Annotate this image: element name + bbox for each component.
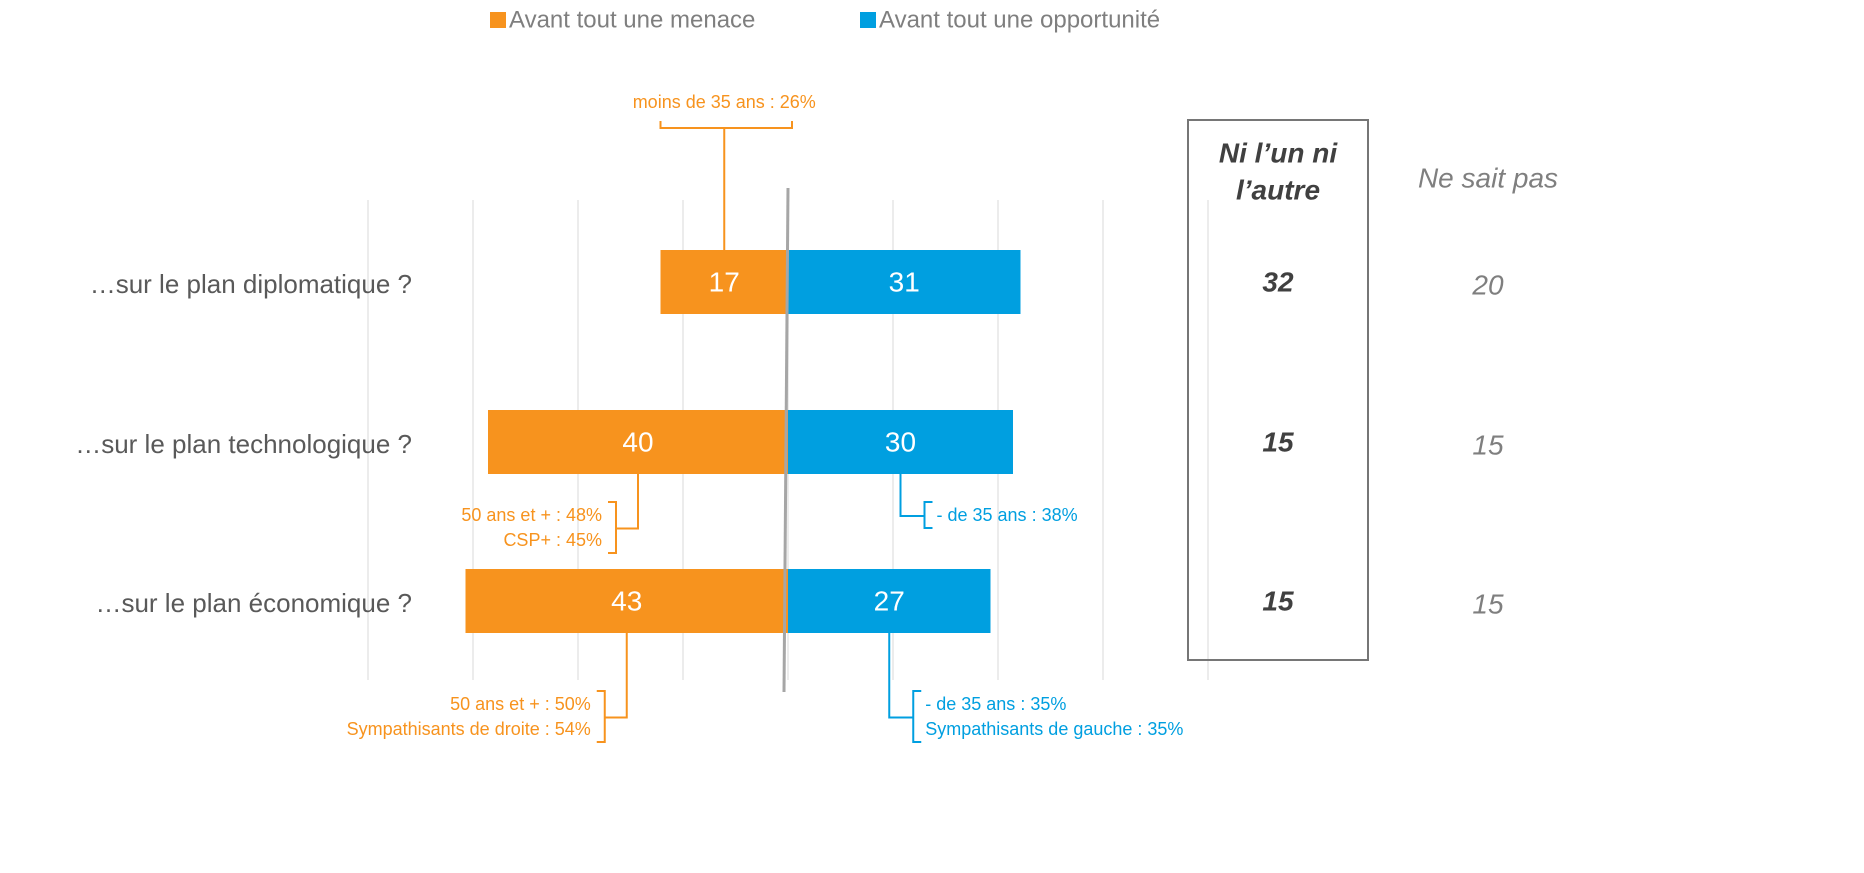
column-value: 32 xyxy=(1262,266,1294,297)
category-label: …sur le plan économique ? xyxy=(95,588,412,618)
column-value: 15 xyxy=(1262,426,1294,457)
annotation: moins de 35 ans : 26% xyxy=(633,92,816,112)
bar xyxy=(660,250,788,314)
column-header: Ni l’un ni xyxy=(1219,137,1338,168)
annotation: - de 35 ans : 35% xyxy=(925,694,1066,714)
value-label: 17 xyxy=(709,266,740,297)
column-value: 15 xyxy=(1262,585,1294,616)
bar xyxy=(488,410,788,474)
value-label: 27 xyxy=(874,585,905,616)
annotation-bracket xyxy=(888,633,922,743)
legend-swatch xyxy=(490,12,506,28)
annotation: Sympathisants de gauche : 35% xyxy=(925,719,1183,739)
column-header: Ne sait pas xyxy=(1418,162,1558,193)
column-value: 20 xyxy=(1471,269,1504,300)
value-label: 43 xyxy=(611,585,642,616)
annotation-bracket xyxy=(608,474,639,554)
annotation: 50 ans et + : 50% xyxy=(450,694,591,714)
column-header: l’autre xyxy=(1236,174,1320,205)
column-value: 15 xyxy=(1472,429,1504,460)
legend-label: Avant tout une opportunité xyxy=(879,6,1160,33)
bar xyxy=(788,250,1021,314)
bar xyxy=(465,569,788,633)
annotation-bracket xyxy=(596,633,628,743)
value-label: 40 xyxy=(622,426,653,457)
annotation: CSP+ : 45% xyxy=(503,530,602,550)
bar xyxy=(788,569,991,633)
legend-swatch xyxy=(860,12,876,28)
column-value: 15 xyxy=(1472,588,1504,619)
annotation: - de 35 ans : 38% xyxy=(937,505,1078,525)
annotation-bracket xyxy=(899,474,933,529)
bar xyxy=(788,410,1013,474)
legend-label: Avant tout une menace xyxy=(509,6,755,33)
annotation: 50 ans et + : 48% xyxy=(461,505,602,525)
category-label: …sur le plan diplomatique ? xyxy=(90,269,412,299)
annotation: Sympathisants de droite : 54% xyxy=(347,719,591,739)
center-line xyxy=(782,187,790,693)
column-box xyxy=(1187,119,1369,661)
category-label: …sur le plan technologique ? xyxy=(75,429,412,459)
value-label: 31 xyxy=(889,266,920,297)
value-label: 30 xyxy=(885,426,916,457)
annotation-bracket xyxy=(659,121,793,250)
